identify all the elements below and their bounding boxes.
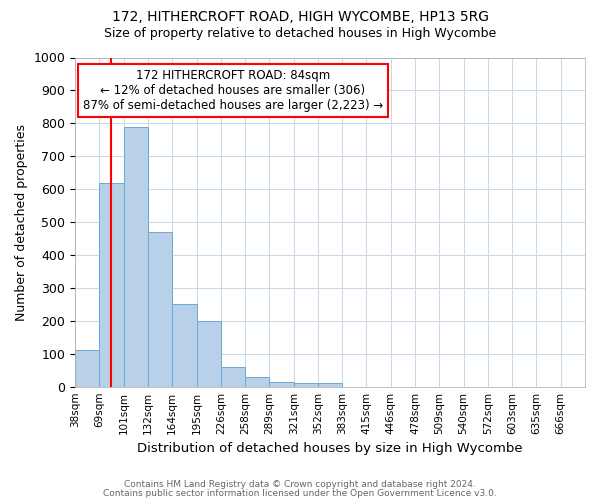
Bar <box>75 350 100 386</box>
Bar <box>293 384 318 386</box>
Bar <box>269 382 293 386</box>
Text: Contains HM Land Registry data © Crown copyright and database right 2024.: Contains HM Land Registry data © Crown c… <box>124 480 476 489</box>
Text: 172 HITHERCROFT ROAD: 84sqm
← 12% of detached houses are smaller (306)
87% of se: 172 HITHERCROFT ROAD: 84sqm ← 12% of det… <box>83 69 383 112</box>
Text: Contains public sector information licensed under the Open Government Licence v3: Contains public sector information licen… <box>103 488 497 498</box>
X-axis label: Distribution of detached houses by size in High Wycombe: Distribution of detached houses by size … <box>137 442 523 455</box>
Text: 172, HITHERCROFT ROAD, HIGH WYCOMBE, HP13 5RG: 172, HITHERCROFT ROAD, HIGH WYCOMBE, HP1… <box>112 10 488 24</box>
Y-axis label: Number of detached properties: Number of detached properties <box>15 124 28 320</box>
Bar <box>148 232 172 386</box>
Bar <box>172 304 197 386</box>
Bar <box>318 384 342 386</box>
Text: Size of property relative to detached houses in High Wycombe: Size of property relative to detached ho… <box>104 28 496 40</box>
Bar <box>124 126 148 386</box>
Bar <box>245 378 269 386</box>
Bar <box>197 321 221 386</box>
Bar <box>100 182 124 386</box>
Bar <box>221 367 245 386</box>
